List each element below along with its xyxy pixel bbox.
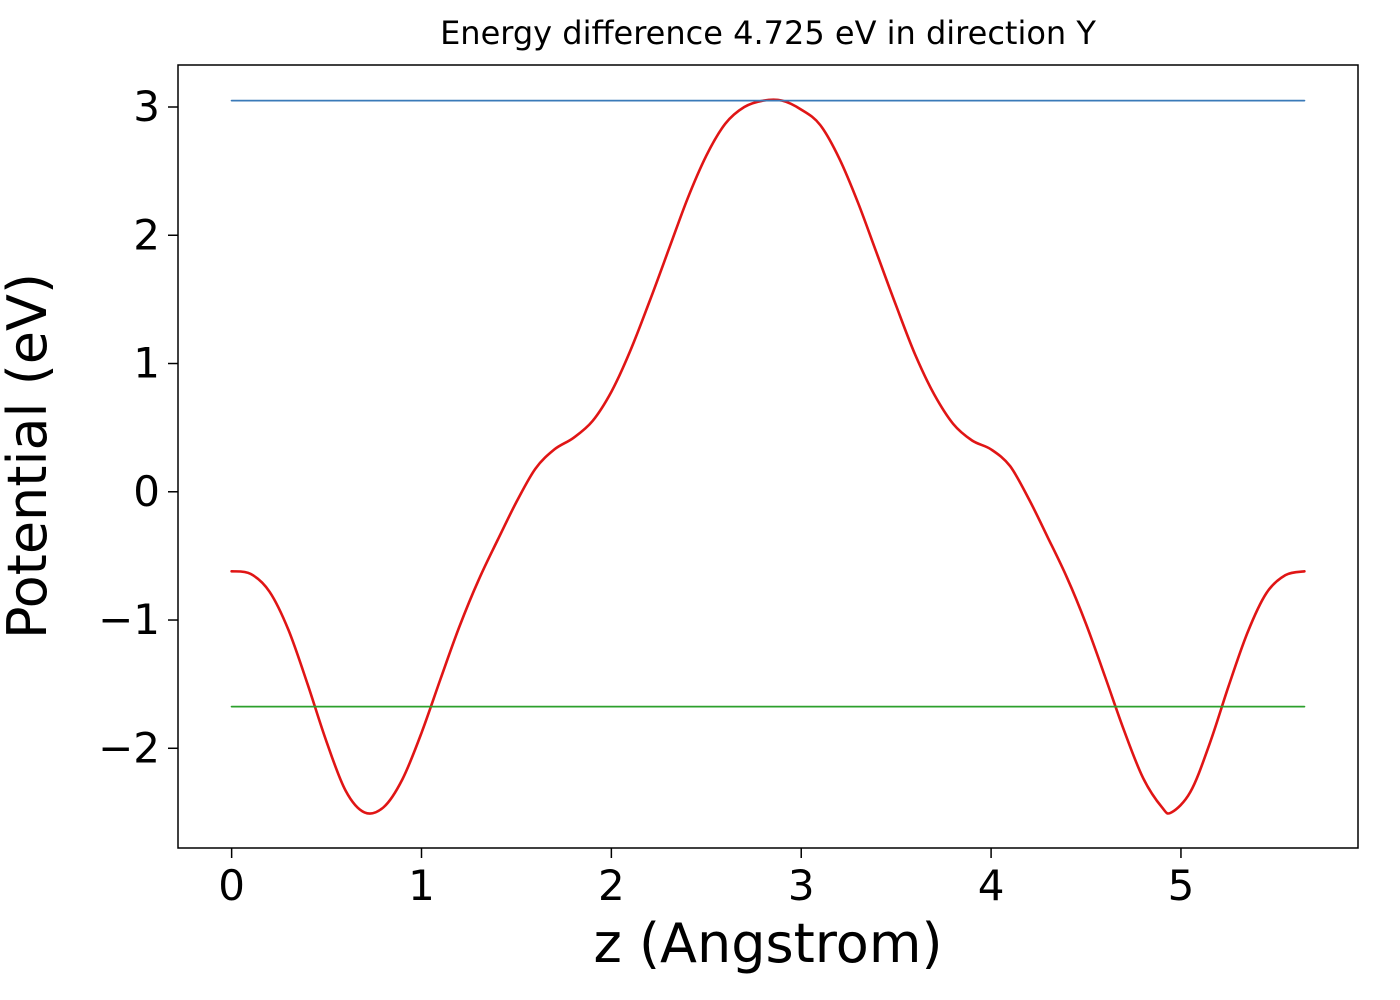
x-tick-label: 0 bbox=[218, 861, 245, 910]
y-tick-label: 2 bbox=[133, 210, 160, 259]
series-layer bbox=[230, 98, 1306, 815]
potential-curve-path bbox=[230, 98, 1306, 815]
y-tick-label: −2 bbox=[98, 723, 160, 772]
x-tick-label: 3 bbox=[788, 861, 815, 910]
x-tick-label: 1 bbox=[408, 861, 435, 910]
axes-layer bbox=[177, 64, 1359, 849]
axes-spines bbox=[177, 64, 1359, 849]
y-tick-label: −1 bbox=[98, 595, 160, 644]
chart-title: Energy difference 4.725 eV in direction … bbox=[440, 14, 1096, 52]
x-tick-label: 5 bbox=[1168, 861, 1195, 910]
x-axis-label: z (Angstrom) bbox=[593, 912, 942, 975]
x-tick-label: 4 bbox=[978, 861, 1005, 910]
ticks-layer: 0 1 2 3 4 5 3 2 1 0 −1 −2 bbox=[98, 82, 1194, 910]
x-tick-label: 2 bbox=[598, 861, 625, 910]
y-tick-label: 1 bbox=[133, 339, 160, 388]
y-tick-label: 3 bbox=[133, 82, 160, 131]
y-tick-label: 0 bbox=[133, 467, 160, 516]
y-axis-label: Potential (eV) bbox=[0, 273, 59, 639]
